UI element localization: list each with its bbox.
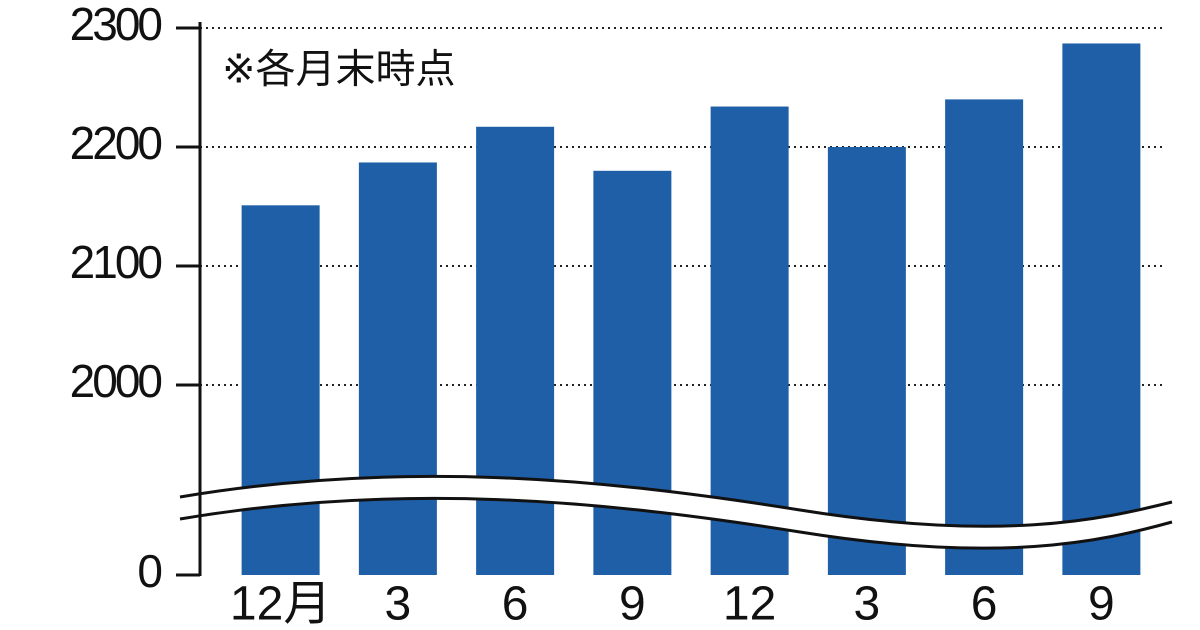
x-tick-label: 3 (854, 578, 881, 630)
bar (945, 99, 1024, 576)
x-tick-label: 9 (619, 578, 646, 630)
labels: 0 2000 2100 2200 2300 12月 3 6 9 12 3 6 9 (70, 0, 1115, 630)
y-tick-label: 2100 (70, 236, 162, 288)
axis-break-line (179, 496, 1173, 550)
bar (827, 147, 906, 575)
bar (710, 106, 789, 575)
bar (358, 162, 437, 575)
x-tick-label: 3 (385, 578, 412, 630)
x-tick-label: 12月 (230, 578, 331, 630)
chart-subtitle: ※各月末時点 (222, 48, 456, 92)
axis-break-band (180, 476, 1172, 549)
y-tick-label: 2000 (70, 355, 162, 407)
bar (241, 205, 320, 575)
x-tick-label: 6 (502, 578, 529, 630)
bar (476, 126, 555, 576)
x-tick-label: 12 (723, 578, 776, 630)
axis-break-line (179, 474, 1173, 528)
y-tick-label: 2300 (70, 0, 162, 50)
bar (1062, 43, 1141, 576)
y-tick-label: 0 (137, 545, 161, 597)
x-tick-label: 6 (971, 578, 998, 630)
y-tick-label: 2200 (70, 117, 162, 169)
x-tick-label: 9 (1088, 578, 1115, 630)
bar (593, 170, 672, 576)
